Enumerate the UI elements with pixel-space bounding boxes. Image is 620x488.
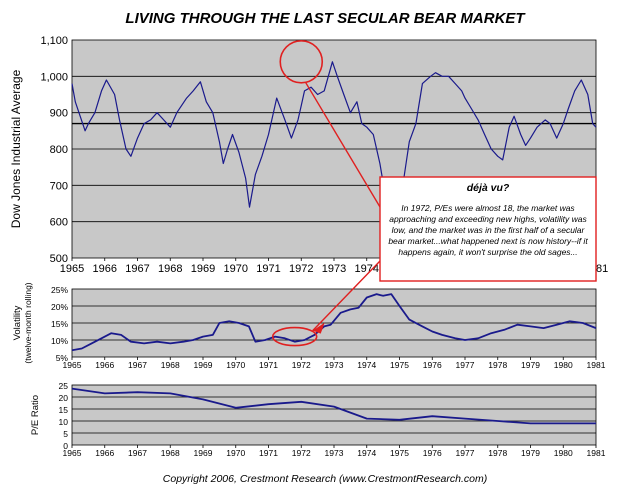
dow-highlight-circle: [279, 39, 324, 84]
dow-xtick-label: 1974: [355, 263, 379, 275]
dow-series-line: [71, 61, 597, 223]
annotation-line: bear market...what happened next is now …: [388, 236, 588, 246]
pe-xtick-label: 1978: [488, 448, 507, 458]
pe-panel: 0 5 10 15 20 25 1965 1966 1967 1968 1969 1970 1971 19…: [30, 381, 606, 458]
volatility-ytick-label: 5%: [56, 353, 69, 363]
pe-ytick-label: 15: [59, 405, 69, 415]
dow-xtick-label: 1973: [322, 263, 346, 275]
pe-xtick-label: 1970: [226, 448, 245, 458]
volatility-xtick-label: 1966: [95, 360, 114, 370]
dow-xtick-label: 1967: [125, 263, 149, 275]
pe-xtick-label: 1974: [357, 448, 376, 458]
volatility-xtick-label: 1973: [325, 360, 344, 370]
volatility-xtick-label: 1969: [194, 360, 213, 370]
volatility-ytick-label: 20%: [51, 302, 68, 312]
volatility-ytick-label: 15%: [51, 319, 68, 329]
pe-xtick-label: 1977: [456, 448, 475, 458]
volatility-xtick-label: 1981: [587, 360, 606, 370]
chart-title: LIVING THROUGH THE LAST SECULAR BEAR MAR…: [125, 10, 526, 27]
volatility-ytick-label: 25%: [51, 285, 68, 295]
volatility-xtick-label: 1977: [456, 360, 475, 370]
volatility-xtick-label: 1979: [521, 360, 540, 370]
volatility-xtick-label: 1976: [423, 360, 442, 370]
volatility-highlight-ellipse: [271, 326, 318, 347]
pe-xtick-label: 1965: [63, 448, 82, 458]
pe-series-line: [71, 387, 596, 425]
dow-xtick-label: 1972: [289, 263, 313, 275]
volatility-xtick-label: 1967: [128, 360, 147, 370]
pe-xtick-label: 1981: [587, 448, 606, 458]
volatility-xtick-label: 1980: [554, 360, 573, 370]
dow-xtick-label: 1965: [60, 263, 84, 275]
pe-xtick-label: 1973: [325, 448, 344, 458]
dow-ytick-label: 800: [50, 144, 68, 156]
dow-xtick-label: 1971: [256, 263, 280, 275]
volatility-ylabel: Volatility: [12, 305, 23, 340]
dow-xtick-label: 1969: [191, 263, 215, 275]
pe-ytick-label: 0: [63, 441, 68, 451]
annotation-line: approaching and exceeding new highs, vol…: [389, 214, 587, 224]
annotation-line: In 1972, P/Es were almost 18, the market…: [401, 203, 575, 213]
pe-ytick-label: 5: [63, 429, 68, 439]
dow-ytick-label: 500: [50, 253, 68, 265]
volatility-xtick-label: 1975: [390, 360, 409, 370]
pe-xtick-label: 1972: [292, 448, 311, 458]
pe-xtick-label: 1975: [390, 448, 409, 458]
pe-ytick-label: 25: [59, 381, 69, 391]
annotation-arrowhead: [312, 322, 325, 334]
annotation-line: low, and the market was in the first hal…: [392, 225, 586, 235]
annotation-overlay: déjà vu? In 1972, P/Es were almost 18, th…: [271, 39, 597, 347]
pe-ytick-label: 10: [59, 417, 69, 427]
dow-ylabel: Dow Jones Industrial Average: [9, 69, 23, 228]
annotation-box: [379, 176, 597, 282]
volatility-xtick-label: 1970: [226, 360, 245, 370]
dow-ytick-label: 700: [50, 180, 68, 192]
annotation-title: déjà vu?: [467, 182, 510, 194]
pe-plot-area: [71, 384, 597, 446]
dow-panel: 500 600 700 800 900 1,000 1,100 1965 1966 1967 196…: [9, 35, 608, 275]
annotation-arrow-top: [304, 81, 381, 208]
dow-ytick-label: 1,100: [40, 35, 68, 47]
pe-xtick-label: 1979: [521, 448, 540, 458]
dow-ytick-label: 900: [50, 108, 68, 120]
volatility-xtick-label: 1971: [259, 360, 278, 370]
pe-xtick-label: 1968: [161, 448, 180, 458]
pe-xtick-label: 1976: [423, 448, 442, 458]
dow-xtick-label: 1966: [93, 263, 117, 275]
copyright-text: Copyright 2006, Crestmont Research (www.…: [163, 473, 487, 485]
volatility-xtick-label: 1968: [161, 360, 180, 370]
pe-ytick-label: 20: [59, 393, 69, 403]
volatility-panel: 5% 10% 15% 20% 25% 1965 1966 1967 1968 1969 1970 19…: [12, 282, 606, 370]
volatility-ylabel-sub: (twelve-month rolling): [23, 282, 33, 363]
volatility-xtick-label: 1965: [63, 360, 82, 370]
pe-xtick-label: 1967: [128, 448, 147, 458]
volatility-ytick-label: 10%: [51, 336, 68, 346]
annotation-line: happens again, it won't surprise the old…: [398, 247, 577, 257]
pe-xtick-label: 1966: [95, 448, 114, 458]
dow-xtick-label: 1968: [158, 263, 182, 275]
pe-xtick-label: 1971: [259, 448, 278, 458]
dow-xtick-label: 1970: [224, 263, 248, 275]
volatility-series-line: [71, 293, 597, 352]
volatility-xtick-label: 1972: [292, 360, 311, 370]
pe-xtick-label: 1980: [554, 448, 573, 458]
pe-xtick-label: 1969: [194, 448, 213, 458]
dow-ytick-label: 1,000: [40, 71, 68, 83]
pe-ylabel: P/E Ratio: [30, 395, 41, 435]
volatility-xtick-label: 1974: [357, 360, 376, 370]
volatility-xtick-label: 1978: [488, 360, 507, 370]
dow-ytick-label: 600: [50, 217, 68, 229]
annotation-arrow-bottom: [312, 260, 381, 332]
